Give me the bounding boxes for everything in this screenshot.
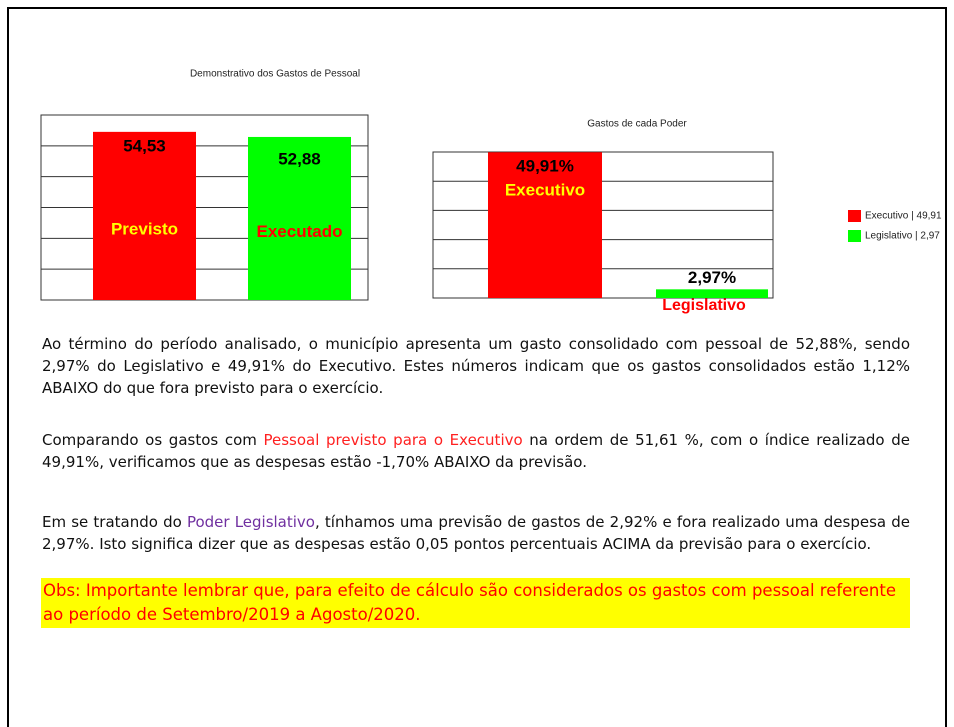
text: Comparando os gastos com	[42, 431, 264, 449]
value-label: 49,91%	[516, 157, 574, 176]
highlight: Pessoal previsto para o Executivo	[263, 431, 523, 449]
text: na ordem de 51,61 %, com o índice realiz…	[42, 431, 910, 471]
paragraph: Em se tratando do Poder Legislativo, tín…	[42, 511, 910, 555]
text: , tínhamos uma previsão de gastos de 2,9…	[42, 513, 910, 553]
value-label: 54,53	[123, 136, 166, 155]
legend-label: Legislativo | 2,97	[865, 231, 940, 242]
highlight: Poder Legislativo	[186, 513, 315, 531]
charts: Demonstrativo dos Gastos de Pessoal 54,53…	[40, 69, 942, 314]
text: Em se tratando do	[42, 513, 187, 531]
chart-title: Gastos de cada Poder	[587, 119, 687, 130]
legend-swatch	[848, 230, 861, 242]
paragraph: Comparando os gastos com Pessoal previst…	[42, 429, 910, 473]
category-label: Executado	[257, 222, 343, 241]
bar	[248, 136, 351, 300]
note: Obs: Importante lembrar que, para efeito…	[41, 578, 910, 628]
slide-border	[7, 7, 947, 727]
value-label: 52,88	[278, 149, 321, 168]
category-label: Previsto	[111, 219, 178, 238]
value-label: 2,97%	[688, 268, 736, 287]
text: Ao término do período analisado, o munic…	[42, 335, 910, 397]
bar	[488, 152, 602, 298]
bar	[656, 289, 768, 298]
category-label: Legislativo	[662, 297, 746, 314]
legend-label: Executivo | 49,91	[865, 211, 942, 222]
category-label: Executivo	[505, 181, 585, 200]
chart-title: Demonstrativo dos Gastos de Pessoal	[190, 69, 360, 80]
bar	[93, 131, 196, 300]
legend-swatch	[848, 210, 861, 222]
paragraph: Ao término do período analisado, o munic…	[42, 333, 910, 399]
